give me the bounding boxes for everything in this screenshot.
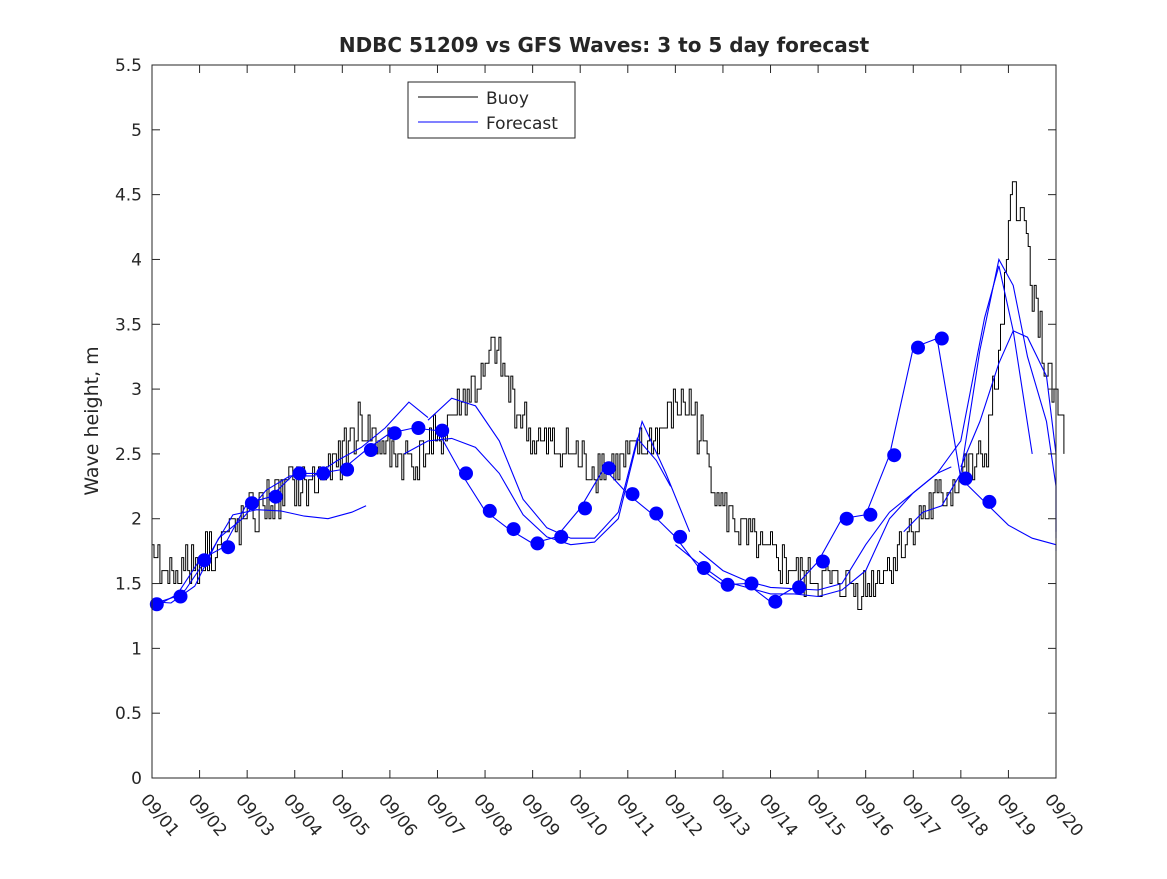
y-tick-label: 1 <box>131 639 142 659</box>
y-tick-label: 0 <box>131 769 142 789</box>
forecast-marker <box>792 580 807 595</box>
legend-buoy-label: Buoy <box>486 89 529 109</box>
y-tick-label: 5 <box>131 121 142 141</box>
forecast-marker <box>173 589 188 604</box>
chart-title: NDBC 51209 vs GFS Waves: 3 to 5 day fore… <box>339 33 870 57</box>
y-tick-label: 4.5 <box>115 186 142 206</box>
forecast-marker <box>625 487 640 502</box>
forecast-marker <box>887 448 902 463</box>
forecast-marker <box>411 421 426 435</box>
markers-layer <box>149 331 997 612</box>
forecast-marker <box>649 506 664 521</box>
forecast-marker <box>363 443 378 457</box>
y-tick-label: 2.5 <box>115 445 142 465</box>
forecast-marker <box>863 507 878 522</box>
forecast-line-0 <box>151 337 1057 605</box>
y-axis-label: Wave height, m <box>81 346 103 495</box>
forecast-marker <box>815 554 830 569</box>
forecast-line-2 <box>161 505 367 604</box>
forecast-marker <box>506 522 521 537</box>
forecast-marker <box>244 496 259 511</box>
forecast-marker <box>459 466 473 481</box>
forecast-marker <box>673 529 688 544</box>
forecast-marker <box>197 553 212 568</box>
y-tick-label: 3.5 <box>115 315 142 335</box>
legend: Buoy Forecast <box>407 81 576 139</box>
forecast-marker <box>268 489 283 504</box>
y-tick-label: 5.5 <box>115 56 142 76</box>
forecast-marker <box>340 462 355 477</box>
y-tick-label: 0.5 <box>115 704 142 724</box>
forecast-marker <box>696 561 711 575</box>
forecast-marker <box>934 331 949 346</box>
y-tick-label: 3 <box>131 380 142 400</box>
forecast-marker <box>578 501 592 516</box>
forecast-marker <box>839 511 854 526</box>
forecast-marker <box>958 471 973 486</box>
legend-box <box>407 81 576 139</box>
y-tick-label: 4 <box>131 250 142 270</box>
forecast-marker <box>221 540 236 555</box>
forecast-marker <box>292 466 307 481</box>
plot-frame <box>151 64 1057 779</box>
forecast-marker <box>149 597 164 612</box>
forecast-marker <box>768 594 783 609</box>
forecast-marker <box>316 466 331 481</box>
forecast-marker <box>720 577 735 592</box>
forecast-marker <box>554 529 569 544</box>
y-tick-label: 2 <box>131 510 142 530</box>
forecast-line-1 <box>151 401 429 604</box>
forecast-line-4 <box>403 419 691 546</box>
legend-forecast-label: Forecast <box>486 114 558 134</box>
forecast-marker <box>744 576 759 591</box>
y-tick-label: 1.5 <box>115 575 142 595</box>
forecast-marker <box>530 536 545 551</box>
forecast-marker <box>601 461 616 476</box>
forecast-marker <box>482 503 497 518</box>
forecast-marker <box>387 426 402 441</box>
forecast-marker <box>982 494 997 509</box>
forecast-marker <box>911 340 925 355</box>
forecast-marker <box>435 423 450 438</box>
